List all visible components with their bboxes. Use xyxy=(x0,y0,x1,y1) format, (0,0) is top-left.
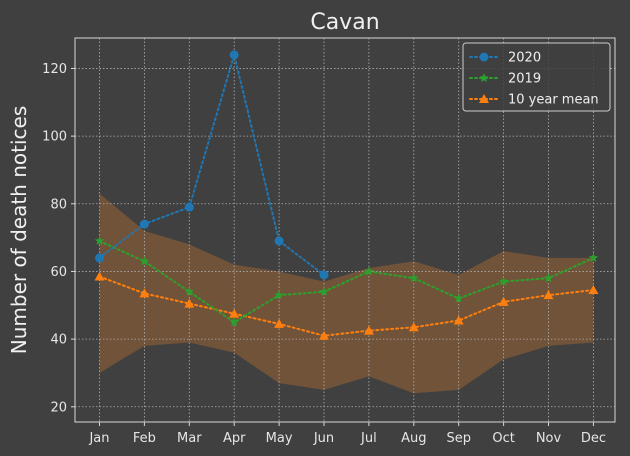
x-tick-label: May xyxy=(266,431,293,446)
data-point-2020 xyxy=(229,50,239,60)
legend: 2020 2019 10 year mean xyxy=(462,42,611,112)
data-point-2019 xyxy=(543,273,554,283)
data-point-2019 xyxy=(364,266,374,276)
y-tick-label: 40 xyxy=(50,333,67,348)
data-point-2020 xyxy=(319,270,329,280)
data-point-2019 xyxy=(94,236,105,246)
x-tick-label: Jul xyxy=(360,431,377,446)
series-2019 xyxy=(94,236,599,327)
data-point-2019 xyxy=(409,273,419,283)
series-line-10-year-mean xyxy=(98,275,595,337)
x-tick-label: Dec xyxy=(581,431,606,446)
data-point-10-year-mean xyxy=(229,308,240,318)
chart-title: Cavan xyxy=(310,10,379,35)
legend-marker-2020 xyxy=(479,52,489,62)
legend-label-10-year-mean: 10 year mean xyxy=(508,93,599,108)
data-point-10-year-mean xyxy=(139,288,150,298)
data-point-10-year-mean xyxy=(588,285,599,295)
series-line-2020 xyxy=(98,51,325,276)
legend-label-2019: 2019 xyxy=(508,72,541,87)
data-point-10-year-mean xyxy=(408,322,419,332)
data-point-10-year-mean xyxy=(498,296,509,306)
data-point-10-year-mean xyxy=(543,290,554,300)
data-point-2019 xyxy=(319,286,329,296)
x-tick-label: Jun xyxy=(313,431,334,446)
x-tick-label: Apr xyxy=(223,431,246,446)
x-tick-label: Aug xyxy=(401,431,426,446)
x-tick-label: Feb xyxy=(133,431,156,446)
data-point-10-year-mean xyxy=(184,298,195,308)
legend-box xyxy=(462,42,611,112)
y-tick-label: 60 xyxy=(50,265,67,280)
y-tick-label: 20 xyxy=(50,400,67,415)
data-point-2019 xyxy=(588,252,599,262)
series-layer xyxy=(94,50,599,340)
x-tick-label: Oct xyxy=(492,431,514,446)
data-point-2019 xyxy=(184,286,195,296)
data-point-2019 xyxy=(274,290,284,300)
series-10-year-mean xyxy=(94,271,599,340)
y-axis-label: Number of death notices xyxy=(7,106,31,355)
range-band xyxy=(99,193,594,394)
data-point-10-year-mean xyxy=(319,330,329,340)
data-point-10-year-mean xyxy=(94,271,105,281)
legend-label-2020: 2020 xyxy=(508,51,541,66)
series-line-2019 xyxy=(98,239,595,324)
data-point-10-year-mean xyxy=(453,315,464,325)
range-band-layer xyxy=(99,193,594,394)
y-tick-label: 80 xyxy=(50,197,67,212)
data-point-2019 xyxy=(139,256,150,266)
y-tick-label: 100 xyxy=(42,130,67,145)
data-point-2020 xyxy=(184,202,194,212)
data-point-10-year-mean xyxy=(363,325,374,335)
legend-marker-10-year-mean xyxy=(479,94,489,103)
x-tick-label: Jan xyxy=(88,431,109,446)
data-point-10-year-mean xyxy=(274,318,285,328)
data-point-2019 xyxy=(453,293,464,303)
data-point-2020 xyxy=(95,253,104,263)
data-point-2019 xyxy=(498,276,509,286)
data-point-2019 xyxy=(229,317,239,327)
x-tick-label: Mar xyxy=(177,431,202,446)
data-point-2020 xyxy=(139,219,149,229)
x-tick-label: Nov xyxy=(536,431,562,446)
data-point-2020 xyxy=(274,236,284,246)
series-2020 xyxy=(95,50,329,280)
legend-marker-2019 xyxy=(479,73,489,83)
tick-layer: Jan Feb Mar Apr May Jun Jul Aug Sep Oct Nov Dec 20 40… xyxy=(42,62,606,446)
y-tick-label: 120 xyxy=(42,62,67,77)
plot-frame xyxy=(74,37,616,423)
x-tick-label: Sep xyxy=(446,431,471,446)
